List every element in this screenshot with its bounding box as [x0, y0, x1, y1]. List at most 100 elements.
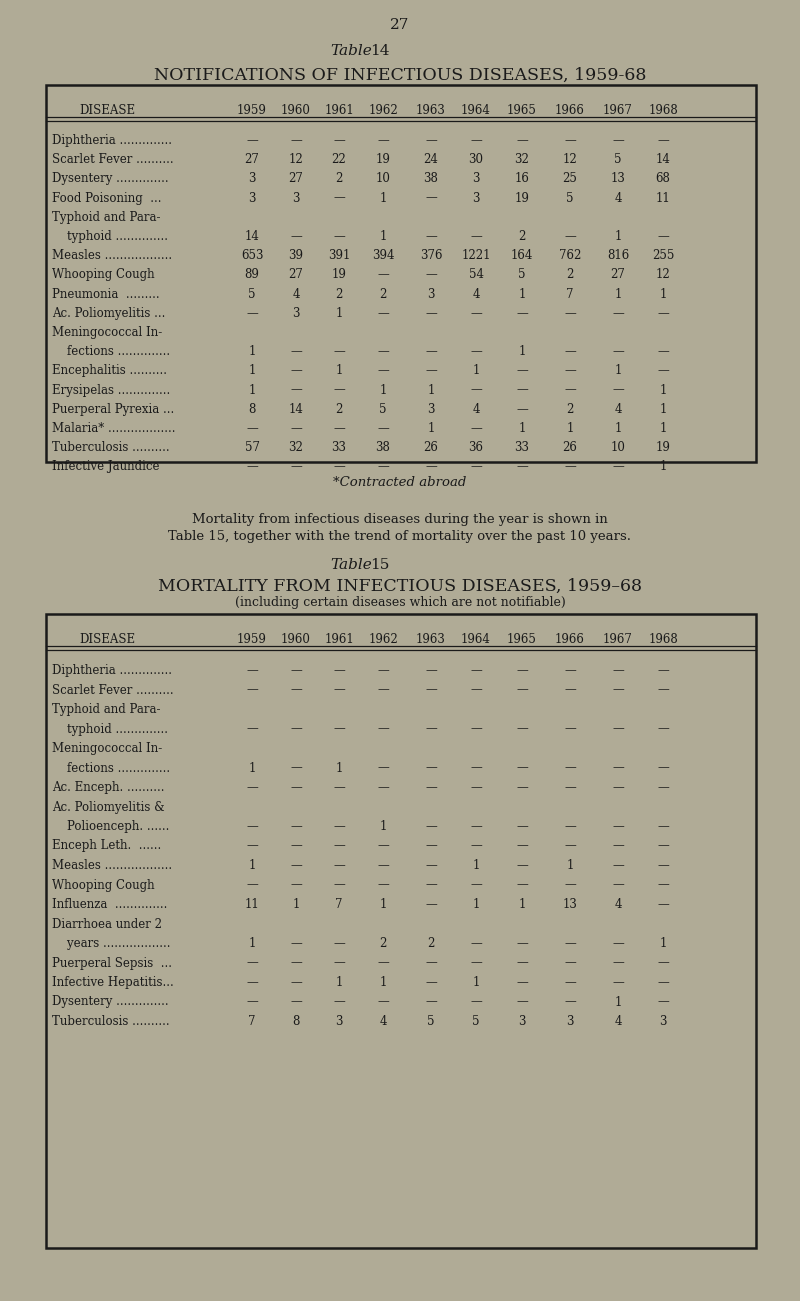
Text: 1959: 1959 — [237, 634, 267, 647]
Text: Ac. Enceph. ..........: Ac. Enceph. .......... — [52, 781, 165, 794]
Text: —: — — [516, 859, 528, 872]
Text: —: — — [377, 307, 389, 320]
Text: —: — — [377, 683, 389, 696]
Text: —: — — [612, 761, 624, 774]
Text: —: — — [290, 839, 302, 852]
Text: —: — — [425, 191, 437, 204]
Text: —: — — [425, 683, 437, 696]
Text: 1: 1 — [379, 898, 386, 911]
Text: Tuberculosis ..........: Tuberculosis .......... — [52, 1015, 170, 1028]
Text: 19: 19 — [655, 441, 670, 454]
Text: —: — — [612, 839, 624, 852]
Text: 1966: 1966 — [555, 634, 585, 647]
Text: —: — — [425, 878, 437, 891]
Text: 33: 33 — [331, 441, 346, 454]
Text: —: — — [333, 722, 345, 735]
Text: —: — — [564, 683, 576, 696]
Text: —: — — [564, 976, 576, 989]
Text: —: — — [657, 878, 669, 891]
Text: 1: 1 — [614, 288, 622, 301]
Text: —: — — [657, 722, 669, 735]
Text: Scarlet Fever ..........: Scarlet Fever .......... — [52, 683, 174, 696]
Text: 5: 5 — [427, 1015, 434, 1028]
Text: 3: 3 — [248, 191, 256, 204]
Text: —: — — [516, 364, 528, 377]
Text: —: — — [246, 134, 258, 147]
Text: —: — — [290, 664, 302, 677]
Text: —: — — [470, 820, 482, 833]
Text: fections ..............: fections .............. — [52, 761, 170, 774]
Text: 8: 8 — [248, 403, 256, 416]
Text: 1: 1 — [335, 976, 342, 989]
Text: —: — — [470, 345, 482, 358]
Text: 16: 16 — [514, 173, 530, 186]
Text: —: — — [516, 683, 528, 696]
Text: —: — — [516, 664, 528, 677]
Text: —: — — [425, 461, 437, 474]
Text: 376: 376 — [420, 250, 442, 263]
Text: 12: 12 — [289, 154, 303, 167]
Text: —: — — [470, 230, 482, 243]
Text: —: — — [470, 781, 482, 794]
Text: 14: 14 — [245, 230, 259, 243]
Text: 57: 57 — [245, 441, 259, 454]
Text: —: — — [516, 722, 528, 735]
Text: —: — — [470, 422, 482, 435]
Text: 2: 2 — [335, 403, 342, 416]
Text: 1: 1 — [566, 422, 574, 435]
Text: 5: 5 — [614, 154, 622, 167]
Text: —: — — [290, 976, 302, 989]
Text: (including certain diseases which are not notifiable): (including certain diseases which are no… — [234, 596, 566, 609]
Text: 1962: 1962 — [368, 634, 398, 647]
Text: Influenza  ..............: Influenza .............. — [52, 898, 167, 911]
Text: 1: 1 — [659, 288, 666, 301]
Text: 1: 1 — [472, 976, 480, 989]
Text: —: — — [564, 134, 576, 147]
Text: —: — — [246, 461, 258, 474]
Text: Whooping Cough: Whooping Cough — [52, 878, 154, 891]
Text: 1: 1 — [614, 995, 622, 1008]
Text: —: — — [333, 461, 345, 474]
Text: —: — — [564, 820, 576, 833]
Text: —: — — [290, 878, 302, 891]
Text: Puerperal Pyrexia ...: Puerperal Pyrexia ... — [52, 403, 174, 416]
Text: 89: 89 — [245, 268, 259, 281]
Text: —: — — [470, 956, 482, 969]
Text: —: — — [333, 345, 345, 358]
Text: Whooping Cough: Whooping Cough — [52, 268, 154, 281]
Text: Food Poisoning  ...: Food Poisoning ... — [52, 191, 162, 204]
Text: 2: 2 — [379, 288, 386, 301]
Text: —: — — [333, 995, 345, 1008]
Text: —: — — [425, 976, 437, 989]
Text: —: — — [425, 722, 437, 735]
Text: 816: 816 — [607, 250, 629, 263]
Text: —: — — [564, 937, 576, 950]
Text: Diarrhoea under 2: Diarrhoea under 2 — [52, 917, 162, 930]
Text: 3: 3 — [427, 403, 434, 416]
Text: —: — — [290, 995, 302, 1008]
Text: Meningococcal In-: Meningococcal In- — [52, 327, 162, 340]
Text: 3: 3 — [659, 1015, 666, 1028]
Text: 1: 1 — [472, 859, 480, 872]
Text: 1: 1 — [379, 820, 386, 833]
Text: 1: 1 — [518, 898, 526, 911]
Text: 1: 1 — [659, 937, 666, 950]
Text: —: — — [377, 761, 389, 774]
Text: 1961: 1961 — [324, 104, 354, 117]
Text: —: — — [333, 839, 345, 852]
Text: —: — — [246, 878, 258, 891]
Text: 1221: 1221 — [462, 250, 490, 263]
Text: 1968: 1968 — [648, 104, 678, 117]
Text: —: — — [290, 937, 302, 950]
Text: NOTIFICATIONS OF INFECTIOUS DISEASES, 1959-68: NOTIFICATIONS OF INFECTIOUS DISEASES, 19… — [154, 66, 646, 85]
Text: 1964: 1964 — [461, 634, 491, 647]
Text: —: — — [516, 461, 528, 474]
Text: 7: 7 — [248, 1015, 256, 1028]
Text: 5: 5 — [566, 191, 574, 204]
Text: —: — — [564, 995, 576, 1008]
Text: —: — — [290, 761, 302, 774]
Text: —: — — [470, 384, 482, 397]
Text: —: — — [657, 664, 669, 677]
Text: DISEASE: DISEASE — [79, 634, 135, 647]
Text: —: — — [290, 859, 302, 872]
